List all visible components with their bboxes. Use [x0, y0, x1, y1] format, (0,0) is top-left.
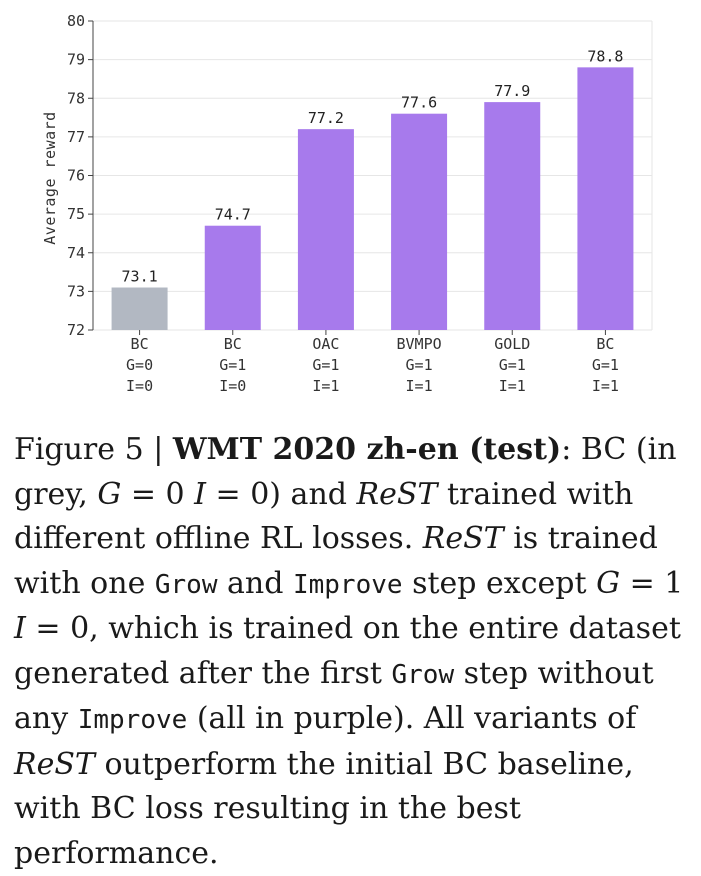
y-tick-label: 77 [67, 128, 85, 146]
bars [111, 67, 634, 330]
gridlines [93, 20, 653, 331]
bar [484, 102, 541, 330]
x-tick-label: G=1 [499, 356, 526, 374]
caption-text: (all in purple). All variants of [187, 701, 637, 736]
caption-code: Improve [292, 569, 403, 600]
caption-text: : BC (in grey, [14, 432, 677, 512]
x-axis-ticks: BC G=0 I=0 BC G=1 I=0 OAC G=1 I=1 BVMPO G=1 I=1 GOLD… [126, 330, 619, 395]
y-tick-label: 73 [67, 282, 85, 300]
x-tick-label: I=0 [126, 377, 153, 395]
y-axis-title: Average reward [41, 111, 59, 244]
data-label: 74.7 [215, 206, 251, 224]
y-tick-label: 74 [67, 244, 85, 262]
x-tick-label: G=1 [406, 356, 433, 374]
x-tick-label: G=1 [219, 356, 246, 374]
caption-text: step except [402, 565, 597, 601]
bar [391, 113, 448, 330]
caption-text: = 1 [620, 565, 684, 601]
caption-text: = 0, which is trained on the entire data… [14, 611, 681, 691]
x-tick-label: G=0 [126, 356, 153, 374]
caption-text: and [217, 565, 293, 601]
caption-title: WMT 2020 zh-en (test) [172, 432, 562, 467]
x-tick-label: BC [131, 335, 149, 353]
data-label: 77.2 [308, 109, 344, 127]
caption-text: is trained with one [14, 521, 658, 601]
y-tick-label: 75 [67, 205, 85, 223]
x-tick-label: I=1 [499, 377, 526, 395]
x-tick-label: I=0 [219, 377, 246, 395]
x-tick-label: I=1 [312, 377, 339, 395]
data-label: 77.6 [401, 94, 437, 112]
caption-text: = 0) and [206, 476, 357, 512]
y-tick-label: 79 [67, 51, 85, 69]
bar [204, 225, 261, 330]
caption-method-name: ReST [356, 476, 438, 512]
data-label: 78.8 [587, 47, 623, 65]
caption-text: trained with different offline RL losses… [14, 476, 634, 557]
caption-code: Improve [77, 705, 188, 735]
x-tick-label: BC [596, 335, 614, 353]
caption-method-name: ReST [14, 746, 95, 782]
y-axis-ticks: 72 73 74 75 76 77 78 79 80 [67, 12, 94, 339]
caption-math: G [596, 565, 621, 601]
caption-math: I [14, 611, 26, 646]
bar [297, 129, 354, 330]
caption-text: = 0 [121, 476, 195, 512]
caption-math: I [194, 476, 207, 512]
figure-label: Figure 5 | [14, 432, 173, 467]
figure-caption: Figure 5 | WMT 2020 zh-en (test): BC (in… [14, 428, 686, 876]
data-label: 77.9 [494, 82, 530, 100]
value-labels: 73.1 74.7 77.2 77.6 77.9 78.8 [122, 47, 624, 285]
bar-chart: 72 73 74 75 76 77 78 79 80 BC G=0 I=0 BC G=1 I=0 OAC G=… [41, 12, 653, 395]
y-tick-label: 72 [67, 321, 85, 339]
x-tick-label: BC [224, 335, 242, 353]
data-label: 73.1 [122, 268, 158, 286]
caption-code: Grow [391, 659, 455, 690]
bar [577, 67, 634, 330]
caption-math: G [97, 476, 122, 512]
caption-text: outperform the initial BC baseline, with… [14, 746, 634, 871]
x-tick-label: I=1 [592, 377, 619, 395]
y-tick-label: 76 [67, 167, 85, 185]
bar [111, 287, 168, 330]
x-tick-label: GOLD [494, 335, 530, 353]
x-tick-label: G=1 [592, 356, 619, 374]
caption-method-name: ReST [422, 521, 504, 556]
caption-text: step without any [14, 655, 654, 737]
y-tick-label: 78 [67, 89, 85, 107]
x-tick-label: BVMPO [397, 335, 442, 353]
caption-code: Grow [154, 569, 218, 600]
x-tick-label: OAC [312, 335, 339, 353]
x-tick-label: I=1 [406, 377, 433, 395]
x-tick-label: G=1 [312, 356, 339, 374]
y-tick-label: 80 [67, 12, 85, 30]
